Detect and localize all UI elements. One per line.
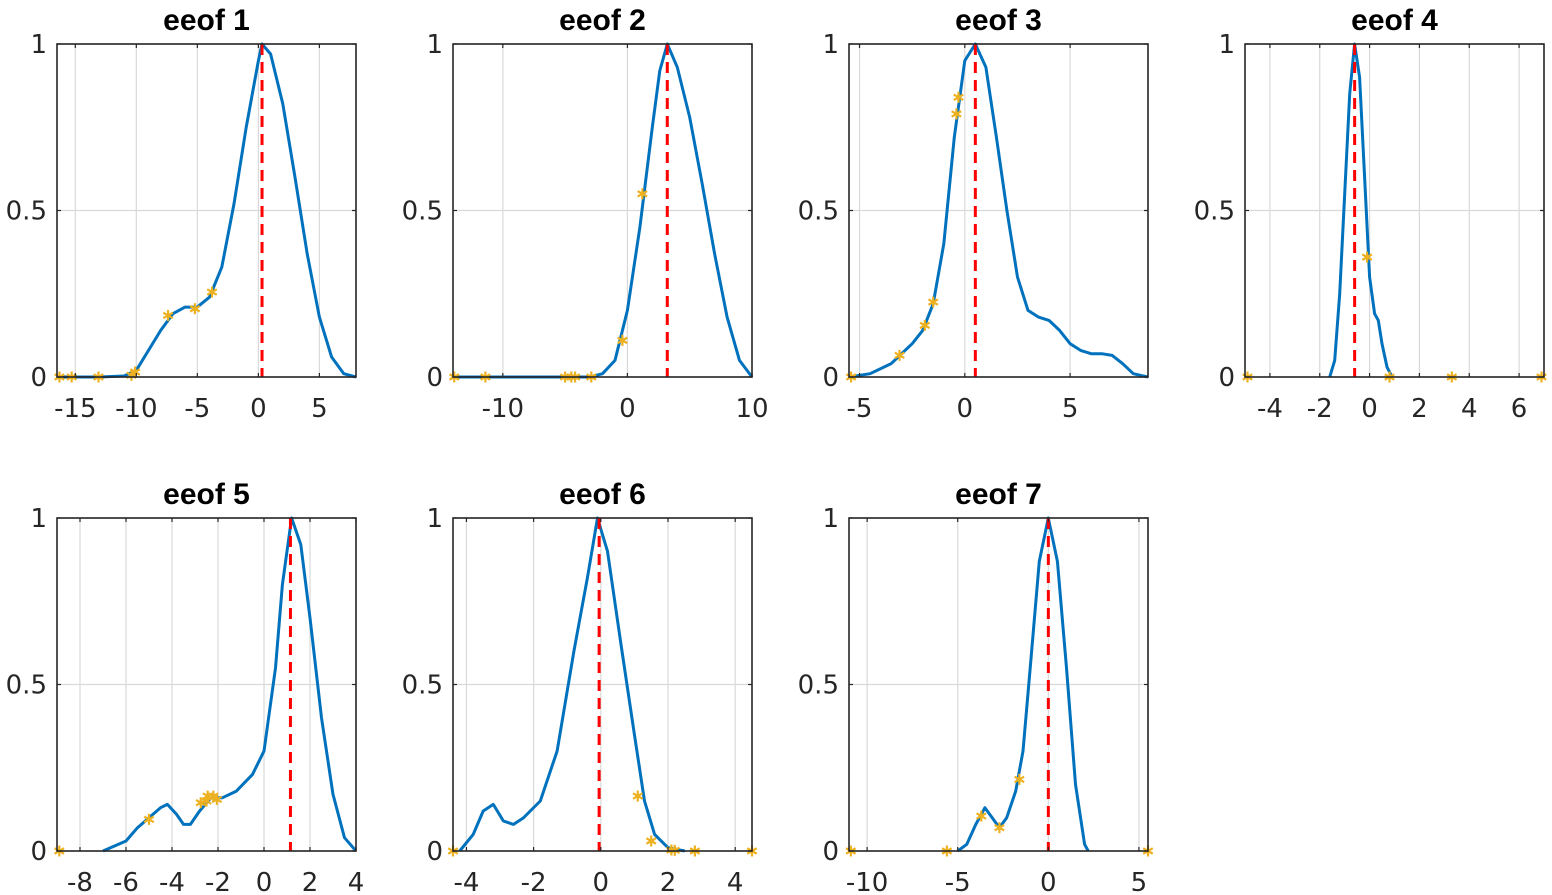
subplot-title: eeof 4 — [1351, 4, 1438, 37]
asterisk-marker — [129, 366, 141, 378]
x-tick-label: -5 — [847, 394, 873, 424]
x-tick-label: -8 — [67, 868, 93, 895]
subplot-title: eeof 6 — [559, 478, 646, 511]
y-tick-label: 0.5 — [798, 197, 839, 227]
y-tick-label: 1 — [822, 504, 839, 534]
subplot-4: -4 -2 0 2 4 6 0 0.5 1 eeof 4 — [1194, 4, 1547, 424]
x-tick-label: -15 — [54, 394, 96, 424]
asterisk-marker — [211, 793, 223, 805]
x-tick-label: -10 — [115, 394, 157, 424]
y-tick-label: 1 — [30, 30, 47, 60]
subplot-title: eeof 2 — [559, 4, 646, 37]
x-tick-label: 10 — [735, 394, 768, 424]
y-tick-label: 0.5 — [1194, 197, 1235, 227]
x-tick-label: -10 — [846, 868, 888, 895]
x-tick-label: -5 — [945, 868, 971, 895]
x-tick-label: -5 — [184, 394, 210, 424]
x-tick-label: -4 — [159, 868, 185, 895]
x-tick-label: -10 — [482, 394, 524, 424]
asterisk-marker — [195, 797, 207, 809]
x-tick-label: -4 — [453, 868, 479, 895]
x-tick-label: -2 — [1307, 394, 1333, 424]
asterisk-marker — [206, 286, 218, 298]
x-tick-label: 0 — [593, 868, 610, 895]
density-curve — [1328, 42, 1394, 378]
subplot-title: eeof 5 — [163, 478, 250, 511]
subplot-3: -5 0 5 0 0.5 1 eeof 3 — [798, 4, 1149, 424]
y-tick-label: 0.5 — [6, 197, 47, 227]
x-tick-label: 0 — [256, 868, 273, 895]
x-tick-label: 5 — [311, 394, 328, 424]
y-tick-label: 0 — [30, 837, 47, 867]
asterisk-marker — [1361, 251, 1373, 263]
x-tick-label: 2 — [302, 868, 319, 895]
subplot-1: -15 -10 -5 0 5 0 0.5 1 eeof 1 — [6, 4, 357, 424]
y-tick-label: 0 — [30, 363, 47, 393]
x-tick-label: 6 — [1511, 394, 1528, 424]
x-tick-label: -2 — [205, 868, 231, 895]
asterisk-marker — [645, 835, 657, 847]
x-tick-label: -6 — [113, 868, 139, 895]
subplot-title: eeof 3 — [955, 4, 1042, 37]
y-tick-label: 1 — [426, 504, 443, 534]
y-tick-label: 0 — [426, 837, 443, 867]
x-tick-label: 0 — [1040, 868, 1057, 895]
x-tick-label: 0 — [250, 394, 267, 424]
asterisk-marker — [162, 309, 174, 321]
asterisk-marker — [975, 810, 987, 822]
asterisk-marker — [637, 188, 648, 200]
x-tick-label: 0 — [957, 394, 974, 424]
y-tick-label: 1 — [30, 504, 47, 534]
asterisk-marker — [1014, 773, 1025, 785]
asterisk-marker — [632, 790, 644, 802]
x-tick-label: 4 — [727, 868, 744, 895]
y-tick-label: 0.5 — [402, 197, 443, 227]
y-tick-label: 0.5 — [402, 671, 443, 701]
y-tick-label: 1 — [426, 30, 443, 60]
density-curve — [458, 516, 686, 853]
x-tick-label: 4 — [1461, 394, 1478, 424]
density-curve — [102, 516, 358, 853]
asterisk-marker — [953, 91, 964, 103]
subplot-2: -10 0 10 0 0.5 1 eeof 2 — [402, 4, 769, 424]
subplot-6: -4 -2 0 2 4 0 0.5 1 eeof 6 — [402, 478, 758, 895]
x-tick-label: 5 — [1131, 868, 1148, 895]
subplot-title: eeof 7 — [955, 478, 1042, 511]
asterisk-marker — [927, 296, 939, 308]
density-curve — [848, 42, 1149, 379]
subplot-7: -10 -5 0 5 0 0.5 1 eeof 7 — [798, 478, 1154, 895]
y-tick-label: 1 — [822, 30, 839, 60]
density-curve — [57, 42, 357, 379]
asterisk-marker — [143, 813, 155, 825]
asterisk-marker — [189, 303, 201, 315]
x-tick-label: 5 — [1062, 394, 1079, 424]
asterisk-marker — [894, 349, 905, 361]
y-tick-label: 0 — [822, 837, 839, 867]
subplot-5: -8 -6 -4 -2 0 2 4 0 0.5 1 eeof 5 — [6, 478, 365, 895]
x-tick-label: 2 — [1411, 394, 1428, 424]
x-tick-label: -2 — [521, 868, 547, 895]
x-tick-label: 0 — [1361, 394, 1378, 424]
x-tick-label: -4 — [1257, 394, 1283, 424]
asterisk-marker — [994, 822, 1005, 834]
y-tick-label: 1 — [1218, 30, 1235, 60]
y-tick-label: 0.5 — [798, 671, 839, 701]
asterisk-marker — [919, 319, 931, 331]
subplot-title: eeof 1 — [163, 4, 250, 37]
density-curve — [453, 42, 754, 379]
y-tick-label: 0 — [822, 363, 839, 393]
asterisk-marker — [617, 334, 628, 346]
x-tick-label: 0 — [619, 394, 636, 424]
y-tick-label: 0 — [426, 363, 443, 393]
asterisk-marker — [951, 108, 962, 120]
y-tick-label: 0.5 — [6, 671, 47, 701]
x-tick-label: 2 — [660, 868, 677, 895]
y-tick-label: 0 — [1218, 363, 1235, 393]
x-tick-label: 4 — [348, 868, 365, 895]
